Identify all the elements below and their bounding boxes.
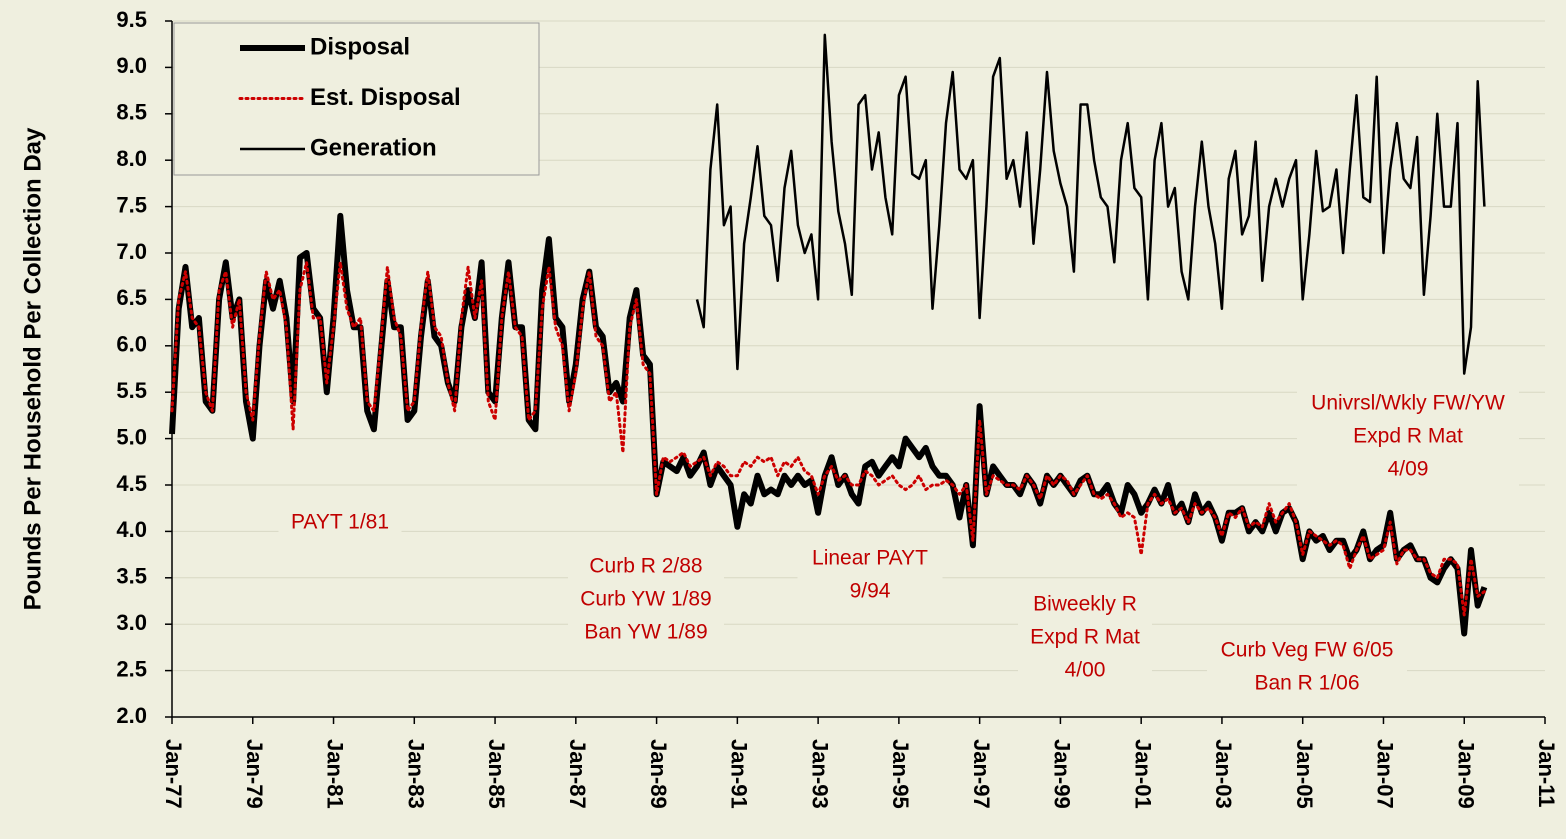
annotation-box: [278, 505, 402, 542]
x-tick-label: Jan-03: [1211, 739, 1236, 809]
line-series: [695, 33, 1486, 375]
y-tick-label: 7.5: [116, 192, 147, 217]
y-tick-label: 4.5: [116, 471, 147, 496]
x-tick-label: Jan-85: [484, 739, 509, 809]
y-tick-label: 6.0: [116, 332, 147, 357]
y-tick-label: 2.0: [116, 703, 147, 728]
x-tick-label: Jan-91: [727, 739, 752, 809]
annotation-box: [1207, 633, 1407, 703]
x-tick-label: Jan-11: [1534, 739, 1559, 808]
x-tick-label: Jan-05: [1292, 739, 1317, 809]
y-tick-label: 6.5: [116, 285, 147, 310]
x-tick-label: Jan-93: [807, 739, 832, 809]
annotation: Curb Veg FW 6/05: [1221, 639, 1394, 662]
y-axis-label: Pounds Per Household Per Collection Day: [19, 127, 46, 610]
y-tick-label: 9.5: [116, 7, 147, 32]
x-tick-label: Jan-77: [161, 739, 186, 809]
annotation-box: [1297, 386, 1519, 489]
annotation: 4/09: [1388, 458, 1429, 481]
legend-label: Est. Disposal: [310, 84, 461, 111]
x-tick-label: Jan-97: [969, 739, 994, 809]
x-tick-label: Jan-79: [242, 739, 267, 809]
y-tick-label: 3.5: [116, 564, 147, 589]
annotation: Biweekly R: [1033, 593, 1137, 616]
legend-box: [173, 22, 540, 176]
annotation-box: [797, 541, 943, 611]
annotation-box: [1018, 587, 1152, 690]
y-tick-label: 5.5: [116, 378, 147, 403]
annotation: Univrsl/Wkly FW/YW: [1311, 392, 1505, 415]
annotation: PAYT 1/81: [291, 511, 389, 534]
y-tick-label: 8.5: [116, 100, 147, 125]
annotation: Expd R Mat: [1353, 425, 1463, 448]
line-series: [170, 260, 1486, 617]
x-tick-label: Jan-99: [1050, 739, 1075, 809]
y-tick-label: 4.0: [116, 517, 147, 542]
x-tick-label: Jan-01: [1130, 739, 1155, 809]
annotation: 9/94: [850, 580, 891, 603]
y-tick-label: 9.0: [116, 53, 147, 78]
x-tick-label: Jan-83: [403, 739, 428, 809]
annotation: Ban R 1/06: [1254, 672, 1359, 695]
x-tick-label: Jan-89: [646, 739, 671, 809]
x-tick-label: Jan-81: [323, 739, 348, 809]
y-tick-label: 8.0: [116, 146, 147, 171]
y-tick-label: 2.5: [116, 656, 147, 681]
x-tick-label: Jan-87: [565, 739, 590, 809]
annotation: 4/00: [1065, 659, 1106, 682]
line-series: [169, 212, 1488, 637]
x-tick-label: Jan-07: [1373, 739, 1398, 809]
y-tick-label: 7.0: [116, 239, 147, 264]
annotation: Expd R Mat: [1030, 626, 1140, 649]
annotation: Curb YW 1/89: [580, 588, 712, 611]
annotation: Curb R 2/88: [589, 555, 702, 578]
y-tick-label: 3.0: [116, 610, 147, 635]
y-tick-label: 5.0: [116, 424, 147, 449]
legend-label: Disposal: [310, 33, 410, 60]
x-tick-label: Jan-95: [888, 739, 913, 809]
annotation: Ban YW 1/89: [584, 621, 707, 644]
annotation-box: [568, 549, 724, 652]
x-tick-label: Jan-09: [1453, 739, 1478, 809]
legend-label: Generation: [310, 134, 437, 161]
annotation: Linear PAYT: [812, 547, 928, 570]
